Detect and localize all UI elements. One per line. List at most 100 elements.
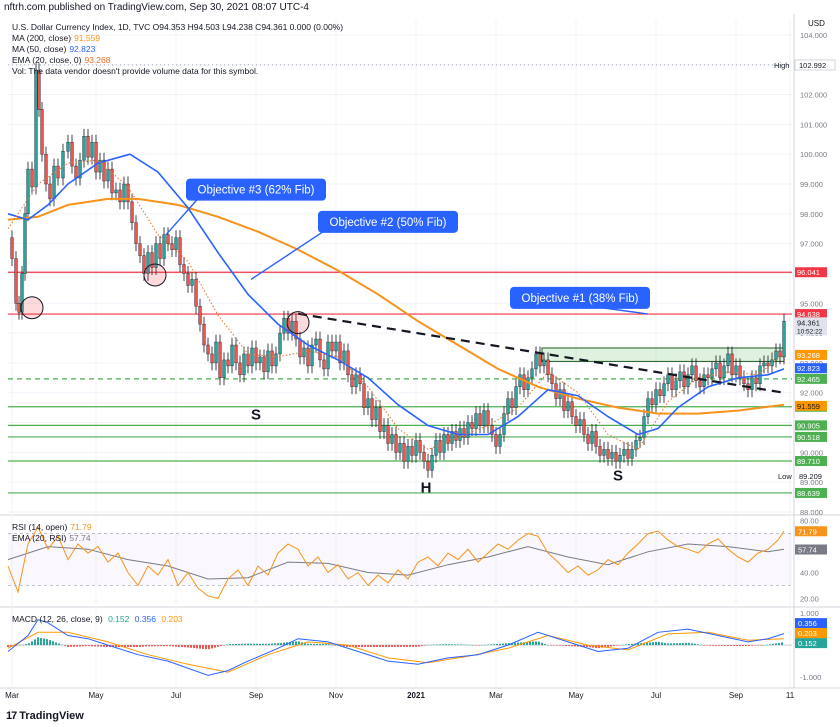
candle-body	[398, 443, 402, 453]
macd-histogram-bar	[703, 645, 705, 646]
candle-body	[48, 183, 52, 200]
candle-body	[694, 365, 698, 381]
candle-body	[146, 252, 150, 274]
macd-histogram-bar	[205, 645, 207, 650]
candle-body	[686, 374, 690, 387]
macd-histogram-bar	[415, 645, 417, 647]
level-price-tag	[795, 309, 827, 320]
macd-histogram-bar	[274, 643, 276, 646]
candle-body	[266, 350, 270, 373]
legend-ma200-value: 91.559	[74, 33, 101, 43]
candle-body	[414, 440, 418, 456]
candle-body	[618, 455, 622, 462]
currency-label: USD	[808, 19, 825, 28]
macd-histogram-bar	[664, 642, 666, 646]
macd-histogram-bar	[574, 645, 576, 647]
callout-box	[510, 286, 650, 309]
macd-histogram-bar	[31, 641, 33, 646]
macd-histogram-bar	[475, 645, 477, 646]
macd-histogram-bar	[739, 645, 741, 646]
macd-histogram-bar	[457, 644, 459, 646]
tradingview-footer[interactable]: 17 TradingView	[6, 710, 84, 722]
candle-body	[766, 362, 770, 367]
macd-histogram-bar	[499, 643, 501, 646]
macd-histogram-bar	[22, 644, 24, 646]
level-price-label: 88.639	[797, 489, 820, 498]
macd-histogram-bar	[715, 645, 717, 646]
macd-histogram-bar	[607, 645, 609, 647]
legend-ma200-row[interactable]: MA (200, close) 91.559	[12, 33, 343, 44]
candle-body	[418, 440, 422, 453]
macd-histogram-bar	[163, 645, 165, 647]
macd-histogram-bar	[637, 643, 639, 646]
macd-histogram-bar	[103, 645, 105, 647]
macd-legend[interactable]: MACD (12, 26, close, 9) 0.152 0.356 0.20…	[12, 614, 183, 625]
candle-body	[498, 434, 502, 447]
macd-histogram-bar	[550, 645, 552, 646]
macd-histogram-bar	[613, 645, 615, 647]
macd-histogram-bar	[355, 645, 357, 648]
macd-histogram-bar	[256, 643, 258, 646]
rsi-legend[interactable]: RSI (14, open) 71.79 EMA (20, RSI) 57.74	[12, 522, 92, 544]
legend-title-row: U.S. Dollar Currency Index, 1D, TVC O94.…	[12, 22, 343, 33]
candle-body	[434, 440, 438, 456]
macd-histogram-bar	[115, 645, 117, 648]
macd-histogram-bar	[751, 645, 753, 646]
ma200-line	[7, 197, 785, 415]
candle-body	[102, 159, 106, 182]
highlight-circle	[143, 263, 167, 287]
macd-histogram-bar	[331, 644, 333, 646]
macd-histogram-bar	[400, 645, 402, 647]
candle-body	[61, 150, 65, 179]
candle-body	[774, 350, 778, 361]
macd-histogram-bar	[676, 643, 678, 646]
macd-histogram-bar	[361, 645, 363, 648]
macd-histogram-bar	[529, 641, 531, 646]
candle-body	[242, 353, 246, 376]
macd-histogram-bar	[622, 644, 624, 646]
legend-ema20-row[interactable]: EMA (20, close, 0) 93.268	[12, 55, 343, 66]
macd-histogram-bar	[439, 644, 441, 646]
candle-body	[150, 252, 154, 268]
macd-histogram-bar	[346, 645, 348, 647]
high-label: High	[774, 61, 789, 70]
macd-histogram-bar	[88, 645, 90, 647]
price-tag	[795, 400, 827, 411]
candle-body	[630, 449, 634, 459]
macd-histogram-bar	[493, 644, 495, 646]
candle-body	[250, 347, 254, 367]
highlight-circle	[20, 296, 44, 320]
macd-histogram-bar	[445, 644, 447, 646]
macd-histogram-bar	[358, 645, 360, 648]
macd-histogram-bar	[97, 645, 99, 647]
macd-histogram-bar	[775, 643, 777, 646]
price-tick-label: 97.000	[800, 240, 823, 249]
macd-histogram-bar	[682, 642, 684, 646]
macd-histogram-bar	[91, 645, 93, 647]
candle-body	[214, 341, 218, 364]
macd-histogram-bar	[691, 643, 693, 646]
candle-body	[114, 189, 118, 194]
macd-histogram-bar	[685, 642, 687, 646]
candle-body	[138, 243, 142, 256]
candle-body	[542, 359, 546, 367]
legend-ma50-row[interactable]: MA (50, close) 92.823	[12, 44, 343, 55]
macd-histogram-bar	[709, 645, 711, 646]
high-tag	[794, 59, 836, 71]
macd-histogram-bar	[490, 644, 492, 646]
macd-histogram-bar	[352, 645, 354, 648]
macd-histogram-bar	[325, 644, 327, 646]
macd-histogram-bar	[616, 645, 618, 646]
macd-line	[7, 619, 785, 676]
macd-histogram-bar	[547, 645, 549, 646]
candle-body	[206, 344, 210, 355]
macd-histogram-bar	[418, 645, 420, 647]
candle-body	[522, 374, 526, 390]
macd-histogram-bar	[571, 645, 573, 647]
macd-histogram-bar	[7, 645, 9, 648]
macd-histogram-bar	[433, 644, 435, 646]
macd-tag-label: 0.152	[798, 639, 817, 648]
macd-histogram-bar	[94, 645, 96, 647]
macd-histogram-bar	[304, 643, 306, 646]
